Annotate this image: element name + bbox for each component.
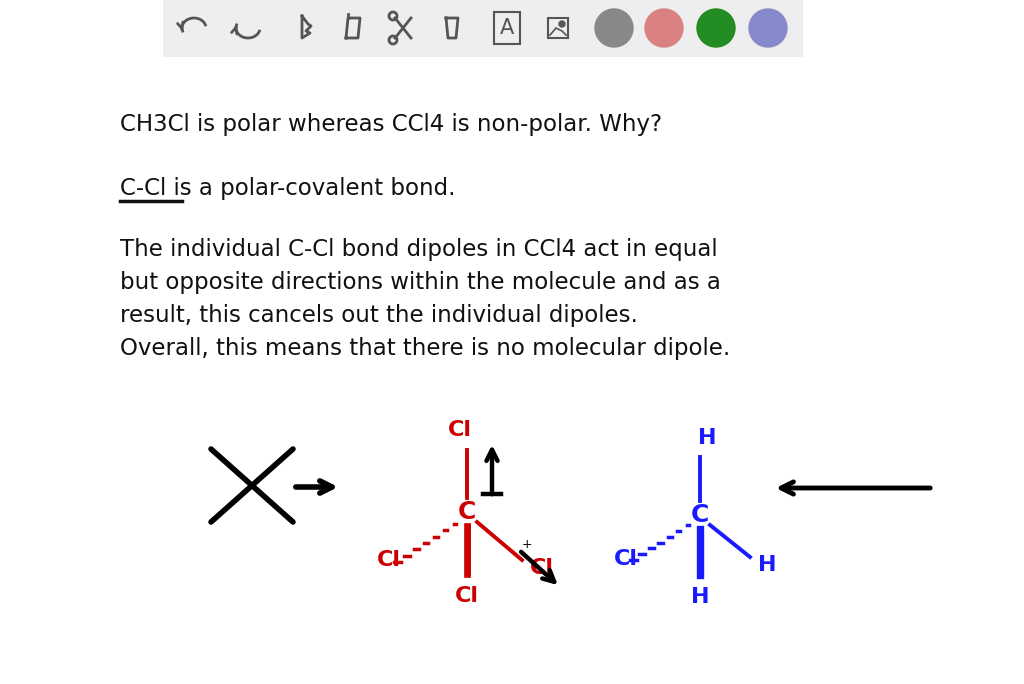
Text: Overall, this means that there is no molecular dipole.: Overall, this means that there is no mol…	[120, 337, 730, 360]
Circle shape	[697, 9, 735, 47]
Text: H: H	[758, 555, 776, 575]
Text: result, this cancels out the individual dipoles.: result, this cancels out the individual …	[120, 304, 638, 327]
Text: Cl: Cl	[530, 558, 554, 578]
Text: Cl: Cl	[455, 586, 479, 606]
Text: +: +	[521, 538, 532, 551]
Text: C: C	[691, 503, 710, 527]
Text: Cl: Cl	[377, 550, 401, 570]
Bar	[548, 18, 568, 38]
Text: C: C	[458, 500, 476, 524]
Text: Cl: Cl	[449, 420, 472, 440]
Text: CH3Cl is polar whereas CCl4 is non-polar. Why?: CH3Cl is polar whereas CCl4 is non-polar…	[120, 113, 663, 136]
Circle shape	[645, 9, 683, 47]
Text: H: H	[691, 587, 710, 607]
Text: but opposite directions within the molecule and as a: but opposite directions within the molec…	[120, 271, 721, 294]
Text: H: H	[697, 428, 716, 448]
Text: C-Cl is a polar-covalent bond.: C-Cl is a polar-covalent bond.	[120, 177, 456, 200]
Circle shape	[749, 9, 787, 47]
Circle shape	[595, 9, 633, 47]
Bar	[163, 0, 803, 57]
Circle shape	[559, 21, 565, 27]
Text: Cl: Cl	[614, 549, 638, 569]
Text: The individual C-Cl bond dipoles in CCl4 act in equal: The individual C-Cl bond dipoles in CCl4…	[120, 238, 718, 261]
Text: A: A	[500, 18, 514, 38]
